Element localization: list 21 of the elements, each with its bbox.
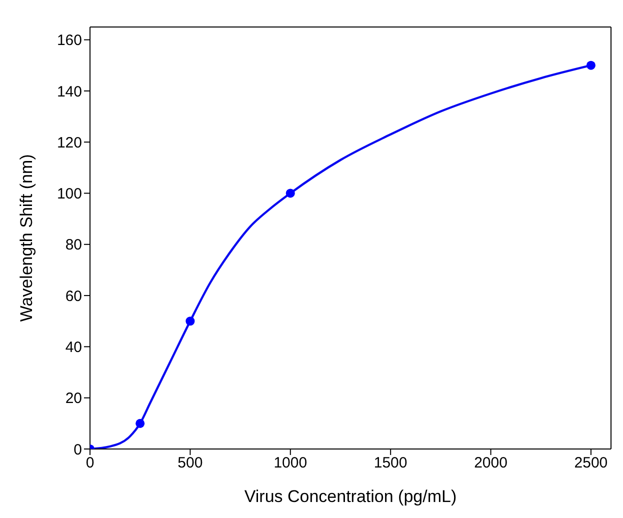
x-tick-label: 2500 [574, 454, 608, 472]
y-tick-label: 140 [56, 83, 82, 100]
y-tick-label: 120 [56, 134, 82, 152]
y-tick-label: 0 [74, 441, 82, 458]
x-axis-title: Virus Concentration (pg/mL) [244, 487, 457, 506]
x-tick-label: 1500 [374, 454, 408, 472]
point [186, 316, 195, 326]
y-tick-label: 60 [65, 288, 82, 305]
y-tick-label: 20 [65, 390, 82, 408]
y-tick-label: 80 [65, 236, 82, 254]
point [286, 188, 295, 198]
x-tick-label: 500 [178, 454, 203, 472]
x-tick-label: 2000 [474, 454, 508, 472]
y-tick-label: 100 [56, 186, 82, 203]
y-tick-label: 40 [65, 339, 82, 356]
point [136, 418, 145, 428]
y-tick-label: 160 [56, 32, 82, 50]
y-axis-title: Wavelength Shift (nm) [17, 154, 36, 322]
x-tick-label: 1000 [274, 454, 308, 472]
x-tick-label: 0 [86, 454, 94, 472]
point [586, 60, 596, 70]
